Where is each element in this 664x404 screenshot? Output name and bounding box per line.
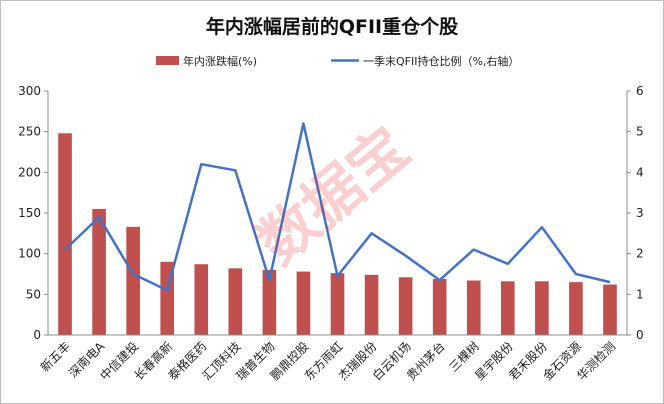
line-series: [64, 122, 611, 292]
x-category-label: 贵州茅台: [403, 339, 448, 384]
y-right-tick-label: 6: [636, 84, 644, 98]
bar: [194, 264, 209, 335]
y-right-tick-label: 3: [636, 206, 644, 220]
bar: [569, 282, 583, 335]
bar: [364, 274, 379, 335]
legend: 年内涨跌幅(%) 一季末QFII持仓比例（%,右轴）: [156, 54, 519, 68]
bar: [228, 268, 243, 335]
y-left-tick-label: 300: [18, 84, 41, 98]
x-category-label: 华测检测: [574, 339, 619, 384]
chart-title: 年内涨幅居前的QFII重仓个股: [206, 15, 458, 38]
y-left-tick-label: 150: [18, 206, 41, 220]
bar: [432, 278, 447, 335]
y-left-tick-label: 100: [18, 247, 41, 261]
y-left-tick-label: 200: [18, 165, 41, 179]
bar: [398, 277, 413, 335]
y-right-tick-label: 1: [636, 287, 644, 301]
bar: [603, 284, 617, 335]
y-left-tick-label: 250: [18, 125, 41, 139]
y-right-tick-label: 2: [636, 247, 644, 261]
bar: [126, 226, 140, 335]
bar: [330, 273, 345, 335]
legend-bar-swatch: [156, 56, 179, 65]
legend-bar-label: 年内涨跌幅(%): [183, 54, 257, 68]
bar: [466, 280, 481, 335]
y-left-tick-label: 50: [26, 287, 41, 301]
bar: [535, 281, 549, 335]
y-right-tick-label: 0: [636, 328, 644, 342]
bar: [262, 269, 277, 335]
y-right-tick-label: 5: [636, 125, 644, 139]
bar: [58, 133, 72, 335]
bar: [500, 281, 515, 335]
legend-line-label: 一季末QFII持仓比例（%,右轴）: [363, 54, 519, 68]
bar: [92, 208, 106, 335]
y-left-tick-label: 0: [33, 328, 41, 342]
bar: [296, 271, 311, 335]
y-right-tick-label: 4: [636, 165, 644, 179]
